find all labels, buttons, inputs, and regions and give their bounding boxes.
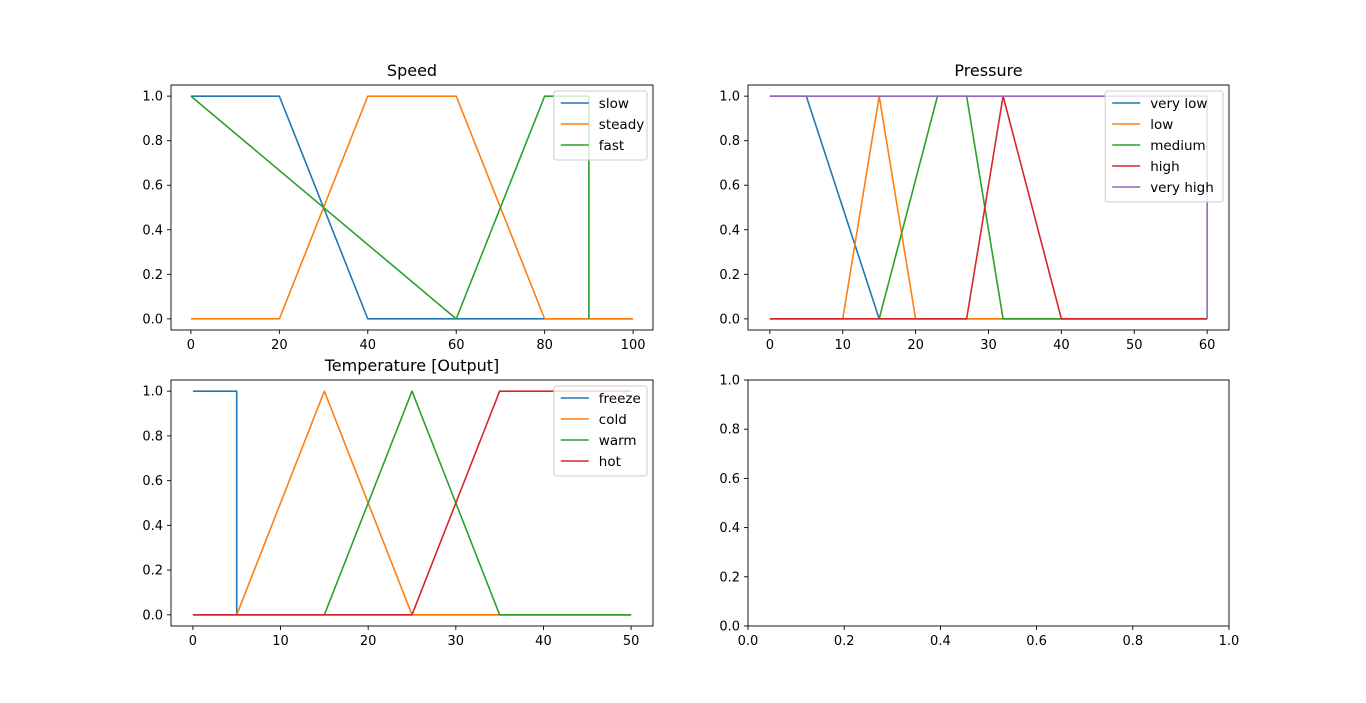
y-tick-label: 0.6 bbox=[142, 179, 163, 194]
legend-box bbox=[553, 90, 648, 161]
legend: slow steady fast bbox=[553, 90, 648, 161]
legend-label: high bbox=[1150, 159, 1179, 175]
x-tick-label: 50 bbox=[1126, 338, 1143, 353]
legend-box bbox=[1104, 90, 1224, 203]
y-tick-label: 0.2 bbox=[142, 268, 163, 283]
x-tick-label: 0 bbox=[187, 338, 195, 353]
subplot-title: Speed bbox=[387, 61, 437, 80]
axes-frame bbox=[170, 379, 654, 627]
legend-label: very low bbox=[1150, 96, 1207, 112]
subplot-1: 0 20 40 60 80 1000.00.20.40.60.81.0Speedslows… bbox=[142, 61, 654, 353]
legend: very low low medium high very high bbox=[1104, 90, 1224, 203]
x-tick-label: 0.8 bbox=[1122, 634, 1143, 649]
legend-box bbox=[553, 385, 648, 477]
y-tick-label: 0.8 bbox=[142, 429, 163, 444]
legend-label: cold bbox=[599, 412, 627, 428]
y-tick-label: 0.4 bbox=[719, 223, 740, 238]
series-line-fast bbox=[190, 95, 590, 320]
legend-label: warm bbox=[599, 433, 637, 449]
x-tick-label: 50 bbox=[623, 634, 640, 649]
x-tick-label: 80 bbox=[536, 338, 553, 353]
y-tick-label: 0.2 bbox=[719, 570, 740, 585]
y-tick-label: 0.2 bbox=[142, 564, 163, 579]
axes-frame bbox=[170, 84, 654, 331]
subplot-3: 0 10 20 30 40 50 0.0 0.2 0.4 0.6 0.8 1.0 Temperature… bbox=[142, 356, 654, 649]
x-tick-label: 20 bbox=[907, 338, 924, 353]
x-tick-label: 0 bbox=[766, 338, 774, 353]
legend-label: steady bbox=[599, 117, 644, 133]
subplot-title: Temperature [Output] bbox=[324, 356, 500, 375]
x-tick-label: 20 bbox=[271, 338, 288, 353]
y-tick-label: 0.8 bbox=[142, 134, 163, 149]
legend: freeze cold warm hot bbox=[553, 385, 648, 477]
y-tick-label: 0.4 bbox=[142, 223, 163, 238]
legend-label: hot bbox=[599, 454, 621, 470]
y-tick-label: 0.6 bbox=[142, 474, 163, 489]
x-tick-label: 60 bbox=[448, 338, 465, 353]
y-tick-label: 0.0 bbox=[719, 312, 740, 327]
y-tick-label: 0.0 bbox=[142, 608, 163, 623]
y-tick-label: 1.0 bbox=[719, 90, 740, 105]
x-tick-label: 10 bbox=[834, 338, 851, 353]
x-tick-label: 0 bbox=[189, 634, 197, 649]
y-tick-label: 0.8 bbox=[719, 134, 740, 149]
legend-label: very high bbox=[1150, 180, 1214, 196]
x-tick-label: 30 bbox=[448, 634, 465, 649]
x-tick-label: 0.4 bbox=[930, 634, 951, 649]
subplot-2: 0 10 20 30 40 50 60 0.0 0.2 0.4 0.6 0.8 1.0 Pressure v… bbox=[719, 61, 1230, 353]
series-line-steady bbox=[190, 95, 634, 320]
x-tick-label: 10 bbox=[272, 634, 289, 649]
x-tick-label: 30 bbox=[980, 338, 997, 353]
x-tick-label: 60 bbox=[1199, 338, 1216, 353]
legend-label: medium bbox=[1150, 138, 1205, 154]
y-tick-label: 0.8 bbox=[719, 423, 740, 438]
y-tick-label: 0.6 bbox=[719, 472, 740, 487]
y-tick-label: 0.0 bbox=[719, 620, 740, 635]
x-tick-label: 0.0 bbox=[738, 634, 759, 649]
axes-frame bbox=[747, 379, 1230, 627]
x-tick-label: 0.6 bbox=[1026, 634, 1047, 649]
subplot-title: Pressure bbox=[954, 61, 1022, 80]
x-tick-label: 40 bbox=[535, 634, 552, 649]
subplot-4: 0.0 0.2 0.4 0.6 0.8 1.0 0.0 0.2 0.4 0.6 0.8 1.0 bbox=[719, 374, 1239, 650]
y-tick-label: 1.0 bbox=[142, 385, 163, 400]
x-tick-label: 20 bbox=[360, 634, 377, 649]
legend-label: fast bbox=[599, 138, 624, 154]
legend-label: slow bbox=[599, 96, 629, 112]
y-tick-label: 0.2 bbox=[719, 268, 740, 283]
y-tick-label: 1.0 bbox=[719, 374, 740, 389]
y-tick-label: 0.4 bbox=[719, 521, 740, 536]
x-tick-label: 40 bbox=[1053, 338, 1070, 353]
x-tick-label: 1.0 bbox=[1219, 634, 1240, 649]
y-tick-label: 1.0 bbox=[142, 90, 163, 105]
y-tick-label: 0.6 bbox=[719, 179, 740, 194]
y-tick-label: 0.4 bbox=[142, 519, 163, 534]
x-tick-label: 40 bbox=[360, 338, 377, 353]
legend-label: low bbox=[1150, 117, 1173, 133]
y-tick-label: 0.0 bbox=[142, 312, 163, 327]
x-tick-label: 0.2 bbox=[834, 634, 855, 649]
x-tick-label: 100 bbox=[621, 338, 646, 353]
legend-label: freeze bbox=[599, 391, 641, 407]
